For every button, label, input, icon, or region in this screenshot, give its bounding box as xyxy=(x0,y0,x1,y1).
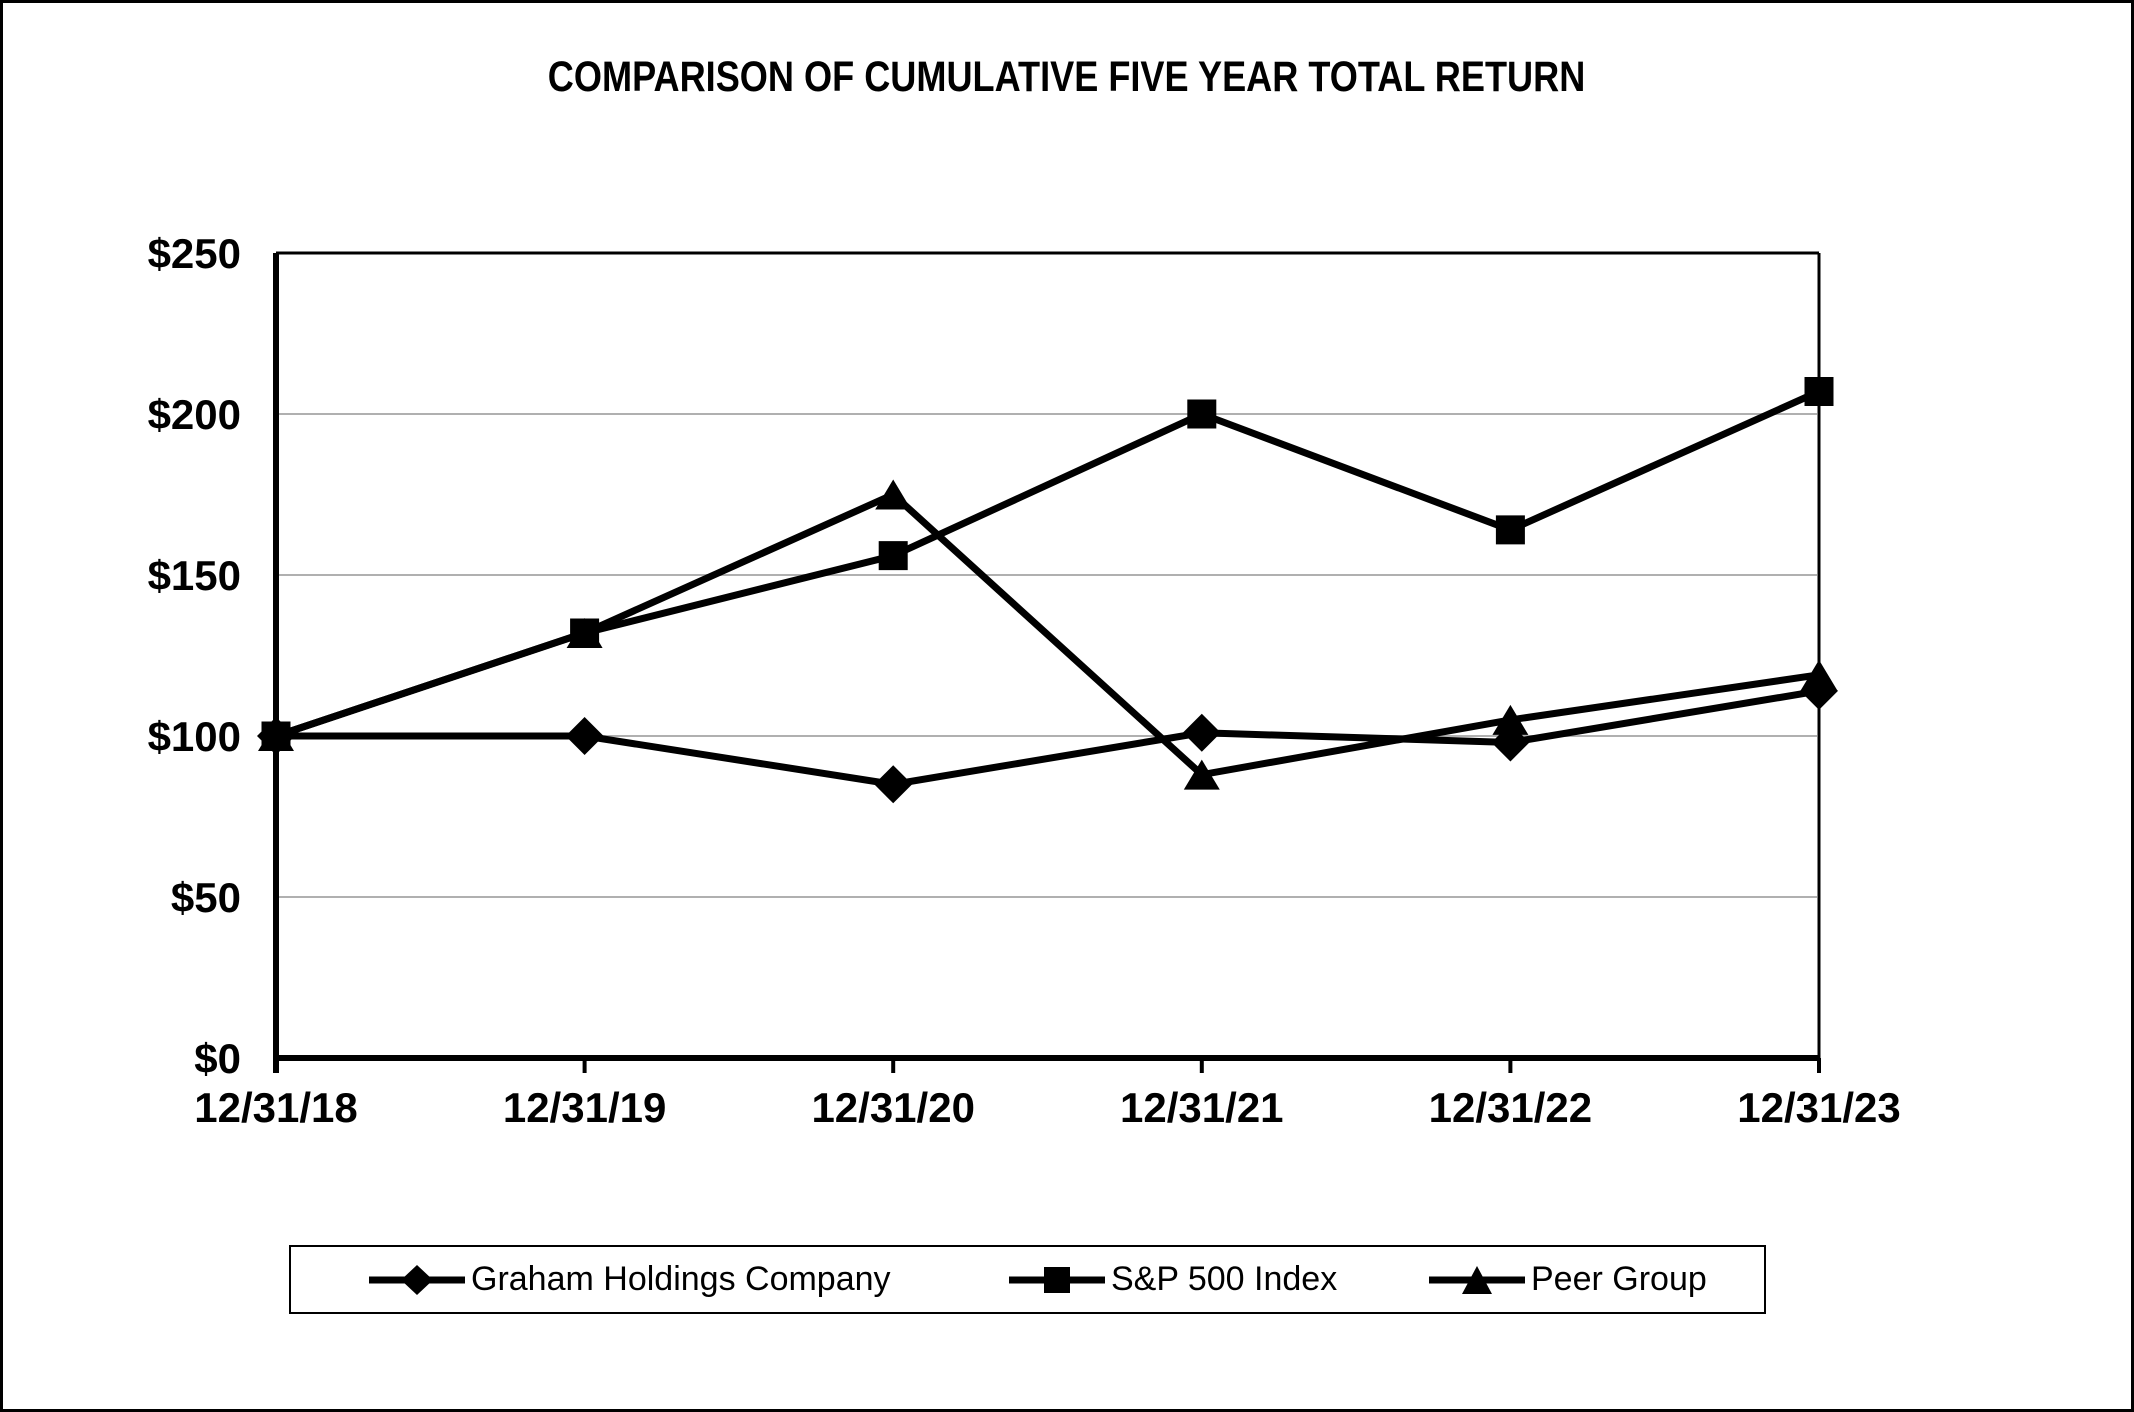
data-point-square-12/31/23 xyxy=(1804,376,1834,406)
triangle-marker-icon xyxy=(1429,1265,1525,1294)
x-tick-label: 12/31/22 xyxy=(1429,1084,1593,1131)
data-point-triangle-12/31/20 xyxy=(875,479,912,510)
data-point-diamond-12/31/20 xyxy=(874,765,913,804)
y-tick-label: $200 xyxy=(148,391,241,438)
data-point-triangle-12/31/23 xyxy=(1801,659,1837,690)
legend-label-sp500: S&P 500 Index xyxy=(1111,1260,1338,1298)
data-point-square-12/31/20 xyxy=(878,541,908,571)
series-line-diamond xyxy=(276,687,1820,788)
data-point-diamond-12/31/21 xyxy=(1182,713,1221,752)
x-tick-label: 12/31/23 xyxy=(1737,1084,1901,1131)
x-tick-label: 12/31/18 xyxy=(194,1084,358,1131)
y-tick-label: $0 xyxy=(194,1035,241,1082)
x-tick-label: 12/31/19 xyxy=(503,1084,667,1131)
data-point-square-12/31/19 xyxy=(570,618,600,648)
line-chart-plot: 12/31/18 12/31/19 12/31/20 12/31/21 12/31/22… xyxy=(148,230,1901,1131)
chart-legend: Graham Holdings Company S&P 500 Index Pe… xyxy=(289,1245,1766,1314)
data-point-diamond-12/31/19 xyxy=(565,717,604,755)
square-marker-icon xyxy=(1009,1266,1105,1293)
legend-entry-sp500: S&P 500 Index xyxy=(1007,1247,1337,1312)
data-point-square-12/31/21 xyxy=(1187,399,1217,429)
y-tick-label: $250 xyxy=(148,230,241,277)
legend-label-peer-group: Peer Group xyxy=(1531,1260,1707,1298)
series-line-square xyxy=(274,388,1821,740)
x-tick-label: 12/31/20 xyxy=(811,1084,975,1131)
diamond-marker-icon xyxy=(369,1264,465,1295)
legend-entry-peer-group: Peer Group xyxy=(1427,1247,1707,1312)
y-tick-label: $100 xyxy=(148,713,241,760)
data-point-square-12/31/22 xyxy=(1495,515,1525,545)
legend-label-graham-holdings: Graham Holdings Company xyxy=(471,1260,891,1298)
legend-entry-graham-holdings: Graham Holdings Company xyxy=(367,1247,891,1312)
chart-title-text: COMPARISON OF CUMULATIVE FIVE YEAR TOTAL… xyxy=(548,53,1586,101)
data-point-triangle-12/31/22 xyxy=(1492,704,1529,735)
data-point-triangle-12/31/21 xyxy=(1183,759,1220,790)
x-tick-label: 12/31/21 xyxy=(1120,1084,1284,1131)
y-tick-label: $150 xyxy=(148,552,241,599)
y-tick-label: $50 xyxy=(171,874,241,921)
chart-title: COMPARISON OF CUMULATIVE FIVE YEAR TOTAL… xyxy=(3,53,2131,102)
data-point-square-12/31/18 xyxy=(261,721,291,751)
